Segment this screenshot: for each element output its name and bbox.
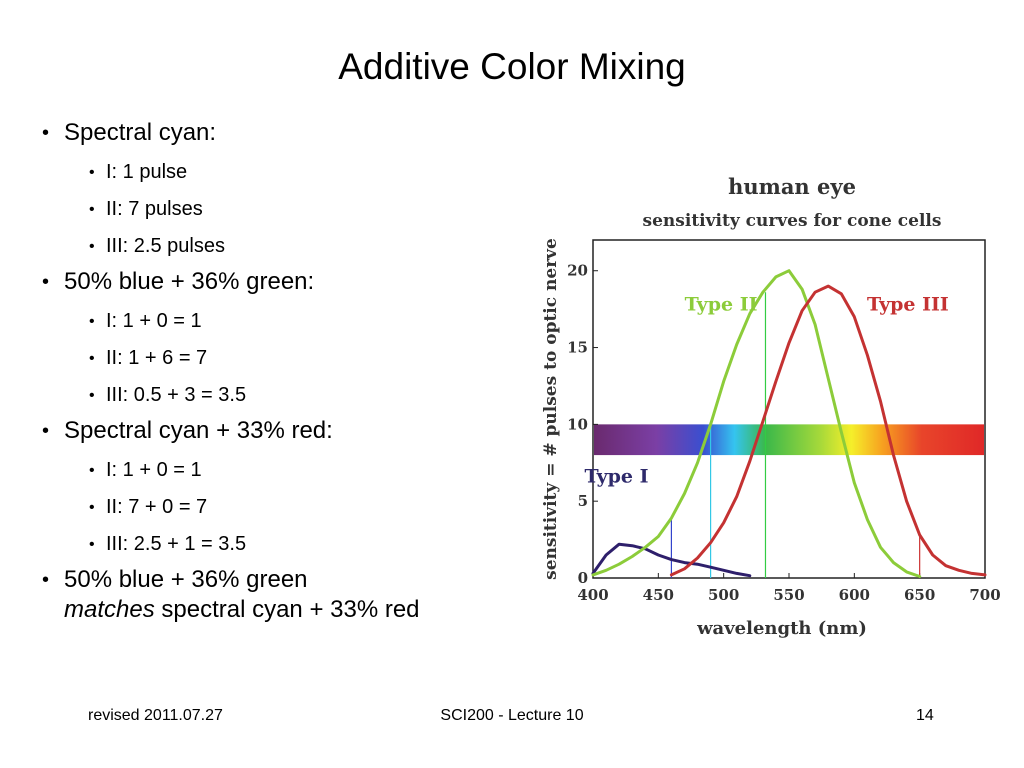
bullet-list: Spectral cyan: I: 1 pulse II: 7 pulses I… — [40, 110, 480, 625]
y-tick-label: 20 — [567, 262, 588, 280]
type-ii-label: Type II — [685, 294, 758, 316]
bullet-spectral-cyan: Spectral cyan: — [40, 118, 480, 148]
x-tick-label: 400 — [577, 586, 608, 604]
visible-spectrum-band — [594, 424, 984, 456]
x-axis-label: wavelength (nm) — [696, 618, 867, 639]
x-tick-label: 600 — [839, 586, 870, 604]
x-tick-label: 450 — [643, 586, 674, 604]
y-tick-label: 5 — [578, 492, 588, 510]
sub-bullet: II: 7 pulses — [40, 197, 480, 222]
type-iii-curve — [669, 284, 987, 577]
y-tick-label: 15 — [567, 339, 588, 357]
y-axis-label: sensitivity = # pulses to optic nerve — [541, 238, 561, 580]
sub-bullet-list: I: 1 + 0 = 1 II: 7 + 0 = 7 III: 2.5 + 1 … — [40, 458, 480, 557]
x-tick-label: 700 — [969, 586, 1000, 604]
x-tick-label: 650 — [904, 586, 935, 604]
x-tick-label: 550 — [773, 586, 804, 604]
type-i-label: Type I — [585, 466, 649, 488]
type-iii-label: Type III — [867, 294, 949, 316]
sub-bullet: I: 1 + 0 = 1 — [40, 309, 480, 334]
bullet-conclusion: 50% blue + 36% green matches spectral cy… — [40, 565, 480, 625]
sub-bullet: II: 1 + 6 = 7 — [40, 346, 480, 371]
y-tick-label: 0 — [578, 569, 588, 587]
conclusion-text-2: spectral cyan + 33% red — [161, 596, 420, 623]
sub-bullet: III: 2.5 + 1 = 3.5 — [40, 532, 480, 557]
slide-title: Additive Color Mixing — [338, 46, 686, 87]
bullet-blue-green-mix: 50% blue + 36% green: — [40, 267, 480, 297]
cone-sensitivity-chart: human eye sensitivity curves for cone cel… — [541, 174, 1001, 639]
chart-title: human eye — [728, 174, 856, 199]
type-ii-curve — [591, 269, 922, 578]
footer-course: SCI200 - Lecture 10 — [440, 707, 584, 724]
conclusion-text-1: 50% blue + 36% green — [64, 566, 308, 593]
sub-bullet: I: 1 pulse — [40, 160, 480, 185]
sub-bullet-list: I: 1 + 0 = 1 II: 1 + 6 = 7 III: 0.5 + 3 … — [40, 309, 480, 408]
cone-sensitivity-figure: human eye sensitivity curves for cone cel… — [520, 168, 1001, 648]
footer-page-number: 14 — [916, 707, 934, 724]
plot-frame — [592, 239, 986, 579]
y-tick-label: 10 — [567, 415, 588, 433]
x-tick-label: 500 — [708, 586, 739, 604]
chart-subtitle: sensitivity curves for cone cells — [643, 211, 942, 231]
type-i-curve — [591, 542, 752, 578]
sub-bullet: III: 2.5 pulses — [40, 234, 480, 259]
sub-bullet: II: 7 + 0 = 7 — [40, 495, 480, 520]
bullet-cyan-red-mix: Spectral cyan + 33% red: — [40, 416, 480, 446]
conclusion-emphasis: matches — [64, 596, 155, 623]
sub-bullet-list: I: 1 pulse II: 7 pulses III: 2.5 pulses — [40, 160, 480, 259]
footer-revision: revised 2011.07.27 — [88, 707, 223, 724]
sub-bullet: I: 1 + 0 = 1 — [40, 458, 480, 483]
sub-bullet: III: 0.5 + 3 = 3.5 — [40, 383, 480, 408]
